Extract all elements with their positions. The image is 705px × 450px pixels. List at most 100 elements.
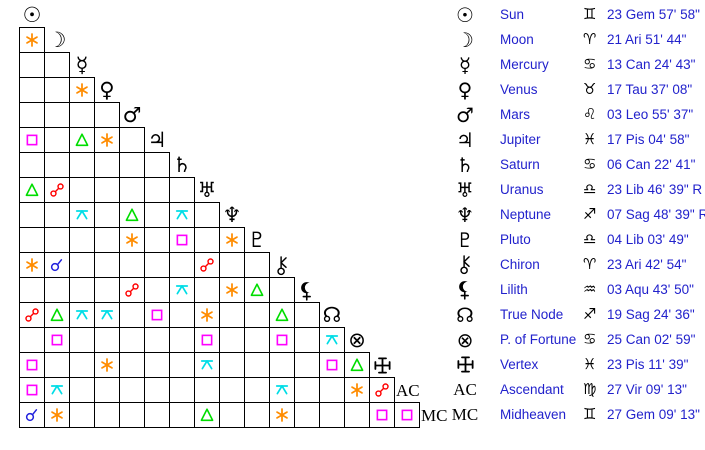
legend-planet-position: 17 Tau 37' 08" <box>607 82 693 97</box>
aspect-cell-empty <box>144 227 170 253</box>
square-icon <box>401 409 413 421</box>
legend-row-fortune: ⊗ P. of Fortune ♋ 25 Can 02' 59" <box>448 327 705 352</box>
planet-glyph-saturn: ♄ <box>172 152 192 177</box>
aspect-cell-empty <box>219 302 245 328</box>
planet-glyph-vertex <box>369 352 395 378</box>
aspect-cell-empty <box>319 377 345 403</box>
neptune-icon: ♆ <box>456 202 474 227</box>
quincunx-icon <box>275 385 289 395</box>
aspect-cell-pluto-saturn-square <box>169 227 195 253</box>
aspect-cell-empty <box>94 327 120 353</box>
aspect-cell-empty <box>44 202 70 228</box>
aspect-cell-empty <box>144 327 170 353</box>
quincunx-icon <box>325 335 339 345</box>
aspect-cell-empty <box>319 402 345 428</box>
sextile-icon <box>51 408 63 422</box>
aspect-cell-empty <box>119 152 145 178</box>
legend-row-chiron: Chiron ♈ 23 Ari 42' 54" <box>448 252 705 277</box>
legend-planet-name: Midheaven <box>500 407 567 422</box>
legend-planet-position: 13 Can 24' 43" <box>607 57 696 72</box>
aspect-cell-empty <box>44 352 70 378</box>
planet-glyph-mercury: ☿ <box>75 52 89 77</box>
aspect-cell-empty <box>294 327 320 353</box>
zodiac-sign-icon-uranus: ♎ <box>583 180 597 198</box>
aspect-cell-empty <box>119 252 145 278</box>
aspect-cell-empty <box>244 377 270 403</box>
sextile-icon <box>276 408 288 422</box>
legend-planet-position: 19 Sag 24' 36" <box>607 307 695 322</box>
moon-icon: ☽ <box>456 27 474 52</box>
legend-planet-name: Lilith <box>500 282 528 297</box>
aspect-cell-empty <box>269 277 295 303</box>
aspect-cell-jupiter-mercury-trine <box>69 127 95 153</box>
chiron-icon <box>277 255 287 275</box>
aspect-cell-truenode-moon-trine <box>44 302 70 328</box>
planet-glyph-venus: ♀ <box>99 77 115 102</box>
planet-glyph-mars: ♂ <box>122 102 142 127</box>
legend-row-vertex: Vertex ♓ 23 Pis 11' 39" <box>448 352 705 377</box>
aspect-cell-empty <box>69 277 95 303</box>
square-icon <box>201 334 213 346</box>
aspect-cell-empty <box>69 102 95 128</box>
aspect-cell-ascendant-vertex-opposition <box>369 377 395 403</box>
planet-glyph-ascendant: AC <box>396 380 420 400</box>
sextile-icon <box>101 358 113 372</box>
sextile-icon <box>226 283 238 297</box>
sextile-icon <box>101 133 113 147</box>
legend-planet-position: 06 Can 22' 41" <box>607 157 696 172</box>
conjunction-icon <box>50 259 63 272</box>
legend-row-pluto: ♇ Pluto ♎ 04 Lib 03' 49" <box>448 227 705 252</box>
legend-row-sun: ☉ Sun ♊ 23 Gem 57' 58" <box>448 2 705 27</box>
aspect-cell-lilith-pluto-trine <box>244 277 270 303</box>
aspect-cell-empty <box>69 327 95 353</box>
legend-row-saturn: ♄ Saturn ♋ 06 Can 22' 41" <box>448 152 705 177</box>
square-icon <box>151 309 163 321</box>
quincunx-icon <box>100 310 114 320</box>
trine-icon <box>250 283 264 297</box>
saturn-icon: ♄ <box>456 152 474 177</box>
aspect-cell-empty <box>94 102 120 128</box>
aspect-cell-chiron-uranus-opposition <box>194 252 220 278</box>
legend-planet-position: 17 Pis 04' 58" <box>607 132 690 147</box>
aspect-cell-empty <box>119 177 145 203</box>
planet-glyph-chiron <box>269 252 295 278</box>
aspect-cell-empty <box>144 202 170 228</box>
legend-row-mercury: ☿ Mercury ♋ 13 Can 24' 43" <box>448 52 705 77</box>
conjunction-icon <box>25 409 38 422</box>
aspect-cell-empty <box>94 227 120 253</box>
pluto-icon: ♇ <box>456 227 474 252</box>
planet-glyph-midheaven: MC <box>421 405 448 425</box>
aspect-cell-empty <box>94 277 120 303</box>
aspect-cell-midheaven-moon-sextile <box>44 402 70 428</box>
aspect-cell-vertex-venus-sextile <box>94 352 120 378</box>
chiron-icon <box>450 252 480 277</box>
aspect-cell-empty <box>244 352 270 378</box>
aspect-cell-truenode-chiron-trine <box>269 302 295 328</box>
aspect-cell-empty <box>294 402 320 428</box>
trine-icon <box>25 183 39 197</box>
trine-icon <box>125 208 139 222</box>
aspect-cell-empty <box>44 227 70 253</box>
aspect-cell-empty <box>144 352 170 378</box>
aspect-cell-empty <box>19 277 45 303</box>
zodiac-sign-icon-vertex: ♓ <box>583 355 597 373</box>
legend-row-ascendant: AC Ascendant ♍ 27 Vir 09' 13" <box>448 377 705 402</box>
aspect-cell-moon-sun-sextile <box>19 27 45 53</box>
aspect-cell-empty <box>144 252 170 278</box>
aspect-cell-empty <box>219 402 245 428</box>
aspect-cell-empty <box>69 227 95 253</box>
planet-glyph-truenode: ☊ <box>322 302 342 327</box>
aspect-cell-empty <box>94 177 120 203</box>
quincunx-icon <box>50 385 64 395</box>
aspect-cell-empty <box>194 227 220 253</box>
aspect-cell-empty <box>19 227 45 253</box>
opposition-icon <box>200 258 214 272</box>
opposition-icon <box>50 183 64 197</box>
aspect-cell-empty <box>194 202 220 228</box>
aspect-cell-empty <box>144 277 170 303</box>
legend-row-truenode: ☊ True Node ♐ 19 Sag 24' 36" <box>448 302 705 327</box>
trine-icon <box>75 133 89 147</box>
aspect-cell-empty <box>69 377 95 403</box>
legend-planet-position: 07 Sag 48' 39" R <box>607 207 705 222</box>
